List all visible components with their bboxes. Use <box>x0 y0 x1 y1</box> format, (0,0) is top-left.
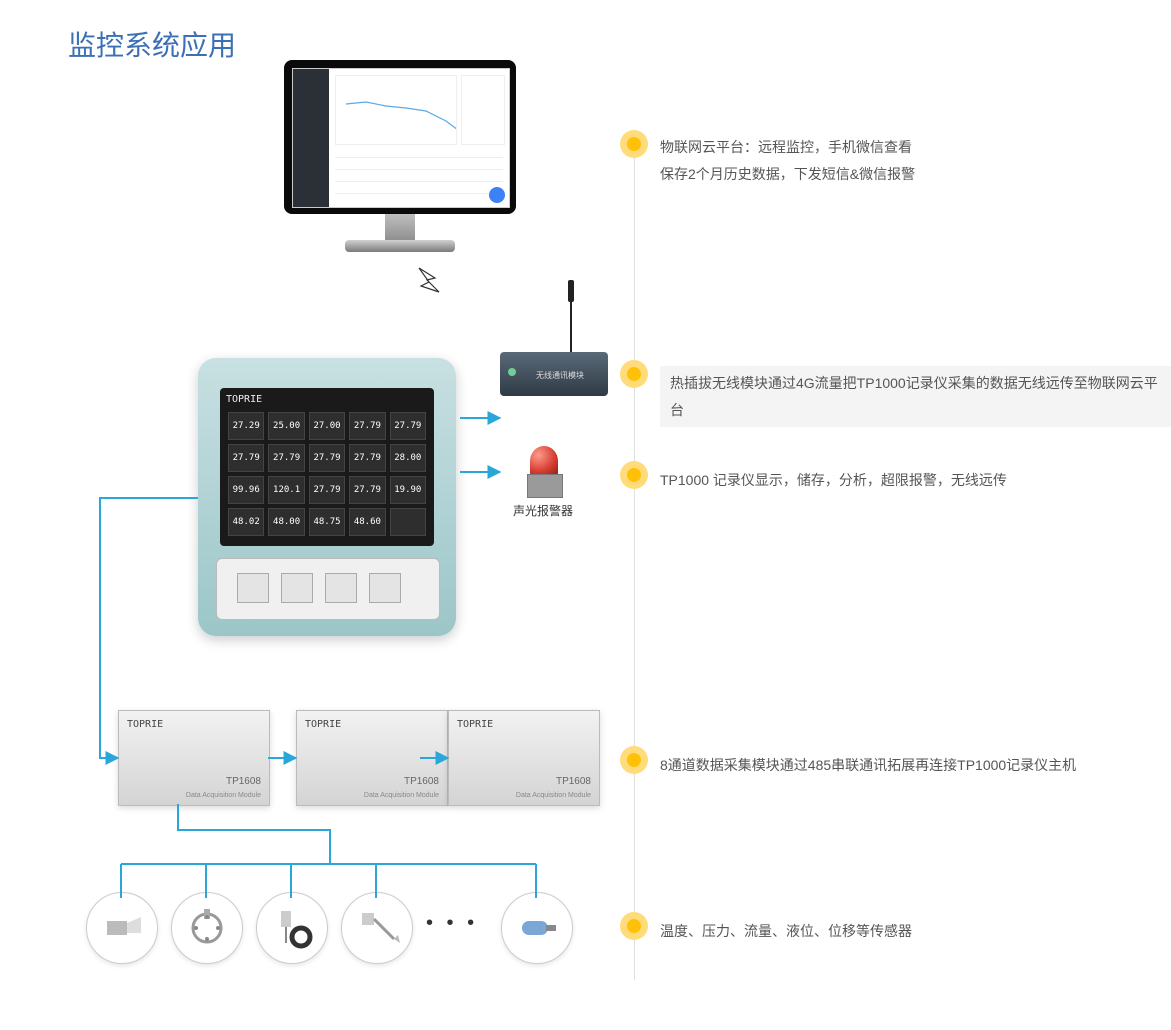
tp1608-module: TOPRIETP1608Data Acquisition Module <box>296 710 448 806</box>
logger-reading-cell: 27.79 <box>309 444 345 472</box>
logger-reading-cell: 28.00 <box>390 444 426 472</box>
logger-reading-cell: 27.79 <box>309 476 345 504</box>
timeline-bullet <box>620 912 648 940</box>
logger-reading-cell: 120.1 <box>268 476 304 504</box>
logger-reading-cell: 19.90 <box>390 476 426 504</box>
timeline-description: 热插拔无线模块通过4G流量把TP1000记录仪采集的数据无线远传至物联网云平台 <box>660 366 1171 427</box>
alarm-label: 声光报警器 <box>513 502 573 519</box>
timeline-bullet <box>620 130 648 158</box>
logger-reading-cell: 48.75 <box>309 508 345 536</box>
timeline-line <box>634 130 635 980</box>
level-sensor-icon <box>256 892 328 964</box>
timeline-description: 物联网云平台：远程监控，手机微信查看保存2个月历史数据，下发短信&微信报警 <box>660 134 915 187</box>
logger-reading-cell: 48.02 <box>228 508 264 536</box>
sensor-ellipsis: • • • <box>426 912 478 935</box>
thermocouple-icon <box>341 892 413 964</box>
logger-reading-cell: 27.79 <box>349 476 385 504</box>
timeline-bullet <box>620 461 648 489</box>
page-title: 监控系统应用 <box>68 24 236 64</box>
logger-reading-cell <box>390 508 426 536</box>
logger-reading-cell: 27.79 <box>268 444 304 472</box>
cursor-lightning-icon <box>415 264 455 304</box>
logger-brand: TOPRIE <box>226 394 262 405</box>
logger-reading-cell: 48.00 <box>268 508 304 536</box>
pressure-transmitter-icon <box>86 892 158 964</box>
logger-reading-cell: 48.60 <box>349 508 385 536</box>
logger-reading-cell: 99.96 <box>228 476 264 504</box>
logger-reading-cell: 27.00 <box>309 412 345 440</box>
timeline-bullet <box>620 746 648 774</box>
tp1608-module: TOPRIETP1608Data Acquisition Module <box>118 710 270 806</box>
connection-wires <box>0 0 1171 1030</box>
timeline-description: 温度、压力、流量、液位、位移等传感器 <box>660 918 912 945</box>
timeline-bullet <box>620 360 648 388</box>
logger-reading-cell: 25.00 <box>268 412 304 440</box>
tp1000-logger: TOPRIE 27.2925.0027.0027.7927.7927.7927.… <box>198 358 456 636</box>
logger-reading-cell: 27.29 <box>228 412 264 440</box>
timeline-description: TP1000 记录仪显示，储存，分析，超限报警，无线远传 <box>660 467 1007 494</box>
wireless-module: 无线通讯模块 <box>500 352 608 396</box>
timeline-description: 8通道数据采集模块通过485串联通讯拓展再连接TP1000记录仪主机 <box>660 752 1076 779</box>
logger-reading-cell: 27.79 <box>349 444 385 472</box>
flow-meter-icon <box>171 892 243 964</box>
tp1608-module: TOPRIETP1608Data Acquisition Module <box>448 710 600 806</box>
logger-reading-cell: 27.79 <box>349 412 385 440</box>
proximity-sensor-icon <box>501 892 573 964</box>
logger-reading-cell: 27.79 <box>390 412 426 440</box>
logger-reading-cell: 27.79 <box>228 444 264 472</box>
wireless-label: 无线通讯模块 <box>536 370 584 381</box>
antenna-icon <box>570 302 572 352</box>
